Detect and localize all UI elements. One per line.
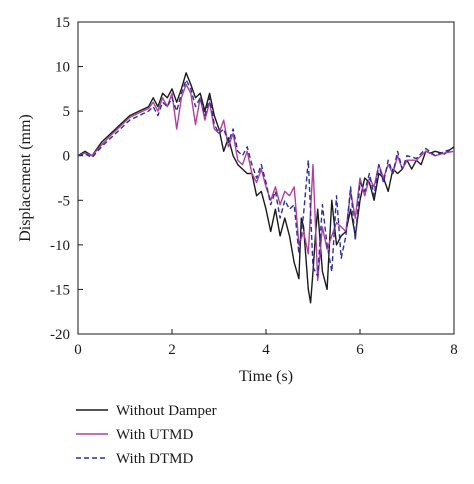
y-tick-label: 0 bbox=[63, 149, 71, 165]
legend: Without Damper With UTMD With DTMD bbox=[76, 403, 217, 467]
y-tick-label: -20 bbox=[50, 327, 70, 343]
x-tick-label: 6 bbox=[356, 342, 364, 358]
y-axis-label: Displacement (mm) bbox=[17, 114, 34, 242]
y-tick-label: -15 bbox=[50, 282, 70, 298]
series-line-without-damper bbox=[78, 72, 454, 304]
series-line-with-dtmd bbox=[78, 79, 454, 277]
legend-with-dtmd: With DTMD bbox=[76, 451, 193, 467]
legend-with-utmd: With UTMD bbox=[76, 427, 193, 443]
x-tick-label: 8 bbox=[450, 342, 458, 358]
series-layer bbox=[78, 72, 454, 304]
x-tick-label: 4 bbox=[262, 342, 270, 358]
x-tick-label: 0 bbox=[74, 342, 82, 358]
x-axis-label: Time (s) bbox=[239, 368, 293, 385]
y-tick-label: 5 bbox=[63, 104, 71, 120]
legend-without-damper: Without Damper bbox=[76, 403, 217, 419]
y-tick-label: -10 bbox=[50, 238, 70, 254]
x-tick-label: 2 bbox=[168, 342, 176, 358]
legend-label: Without Damper bbox=[116, 403, 217, 419]
y-tick-label: 15 bbox=[55, 15, 70, 31]
x-axis: 0 2 4 6 8 bbox=[74, 329, 458, 358]
y-axis: 15 10 5 0 -5 -10 -15 -20 bbox=[50, 15, 83, 343]
y-tick-label: 10 bbox=[55, 60, 70, 76]
legend-label: With DTMD bbox=[116, 451, 193, 467]
y-tick-label: -5 bbox=[58, 193, 71, 209]
plot-frame bbox=[77, 21, 455, 335]
legend-label: With UTMD bbox=[116, 427, 193, 443]
